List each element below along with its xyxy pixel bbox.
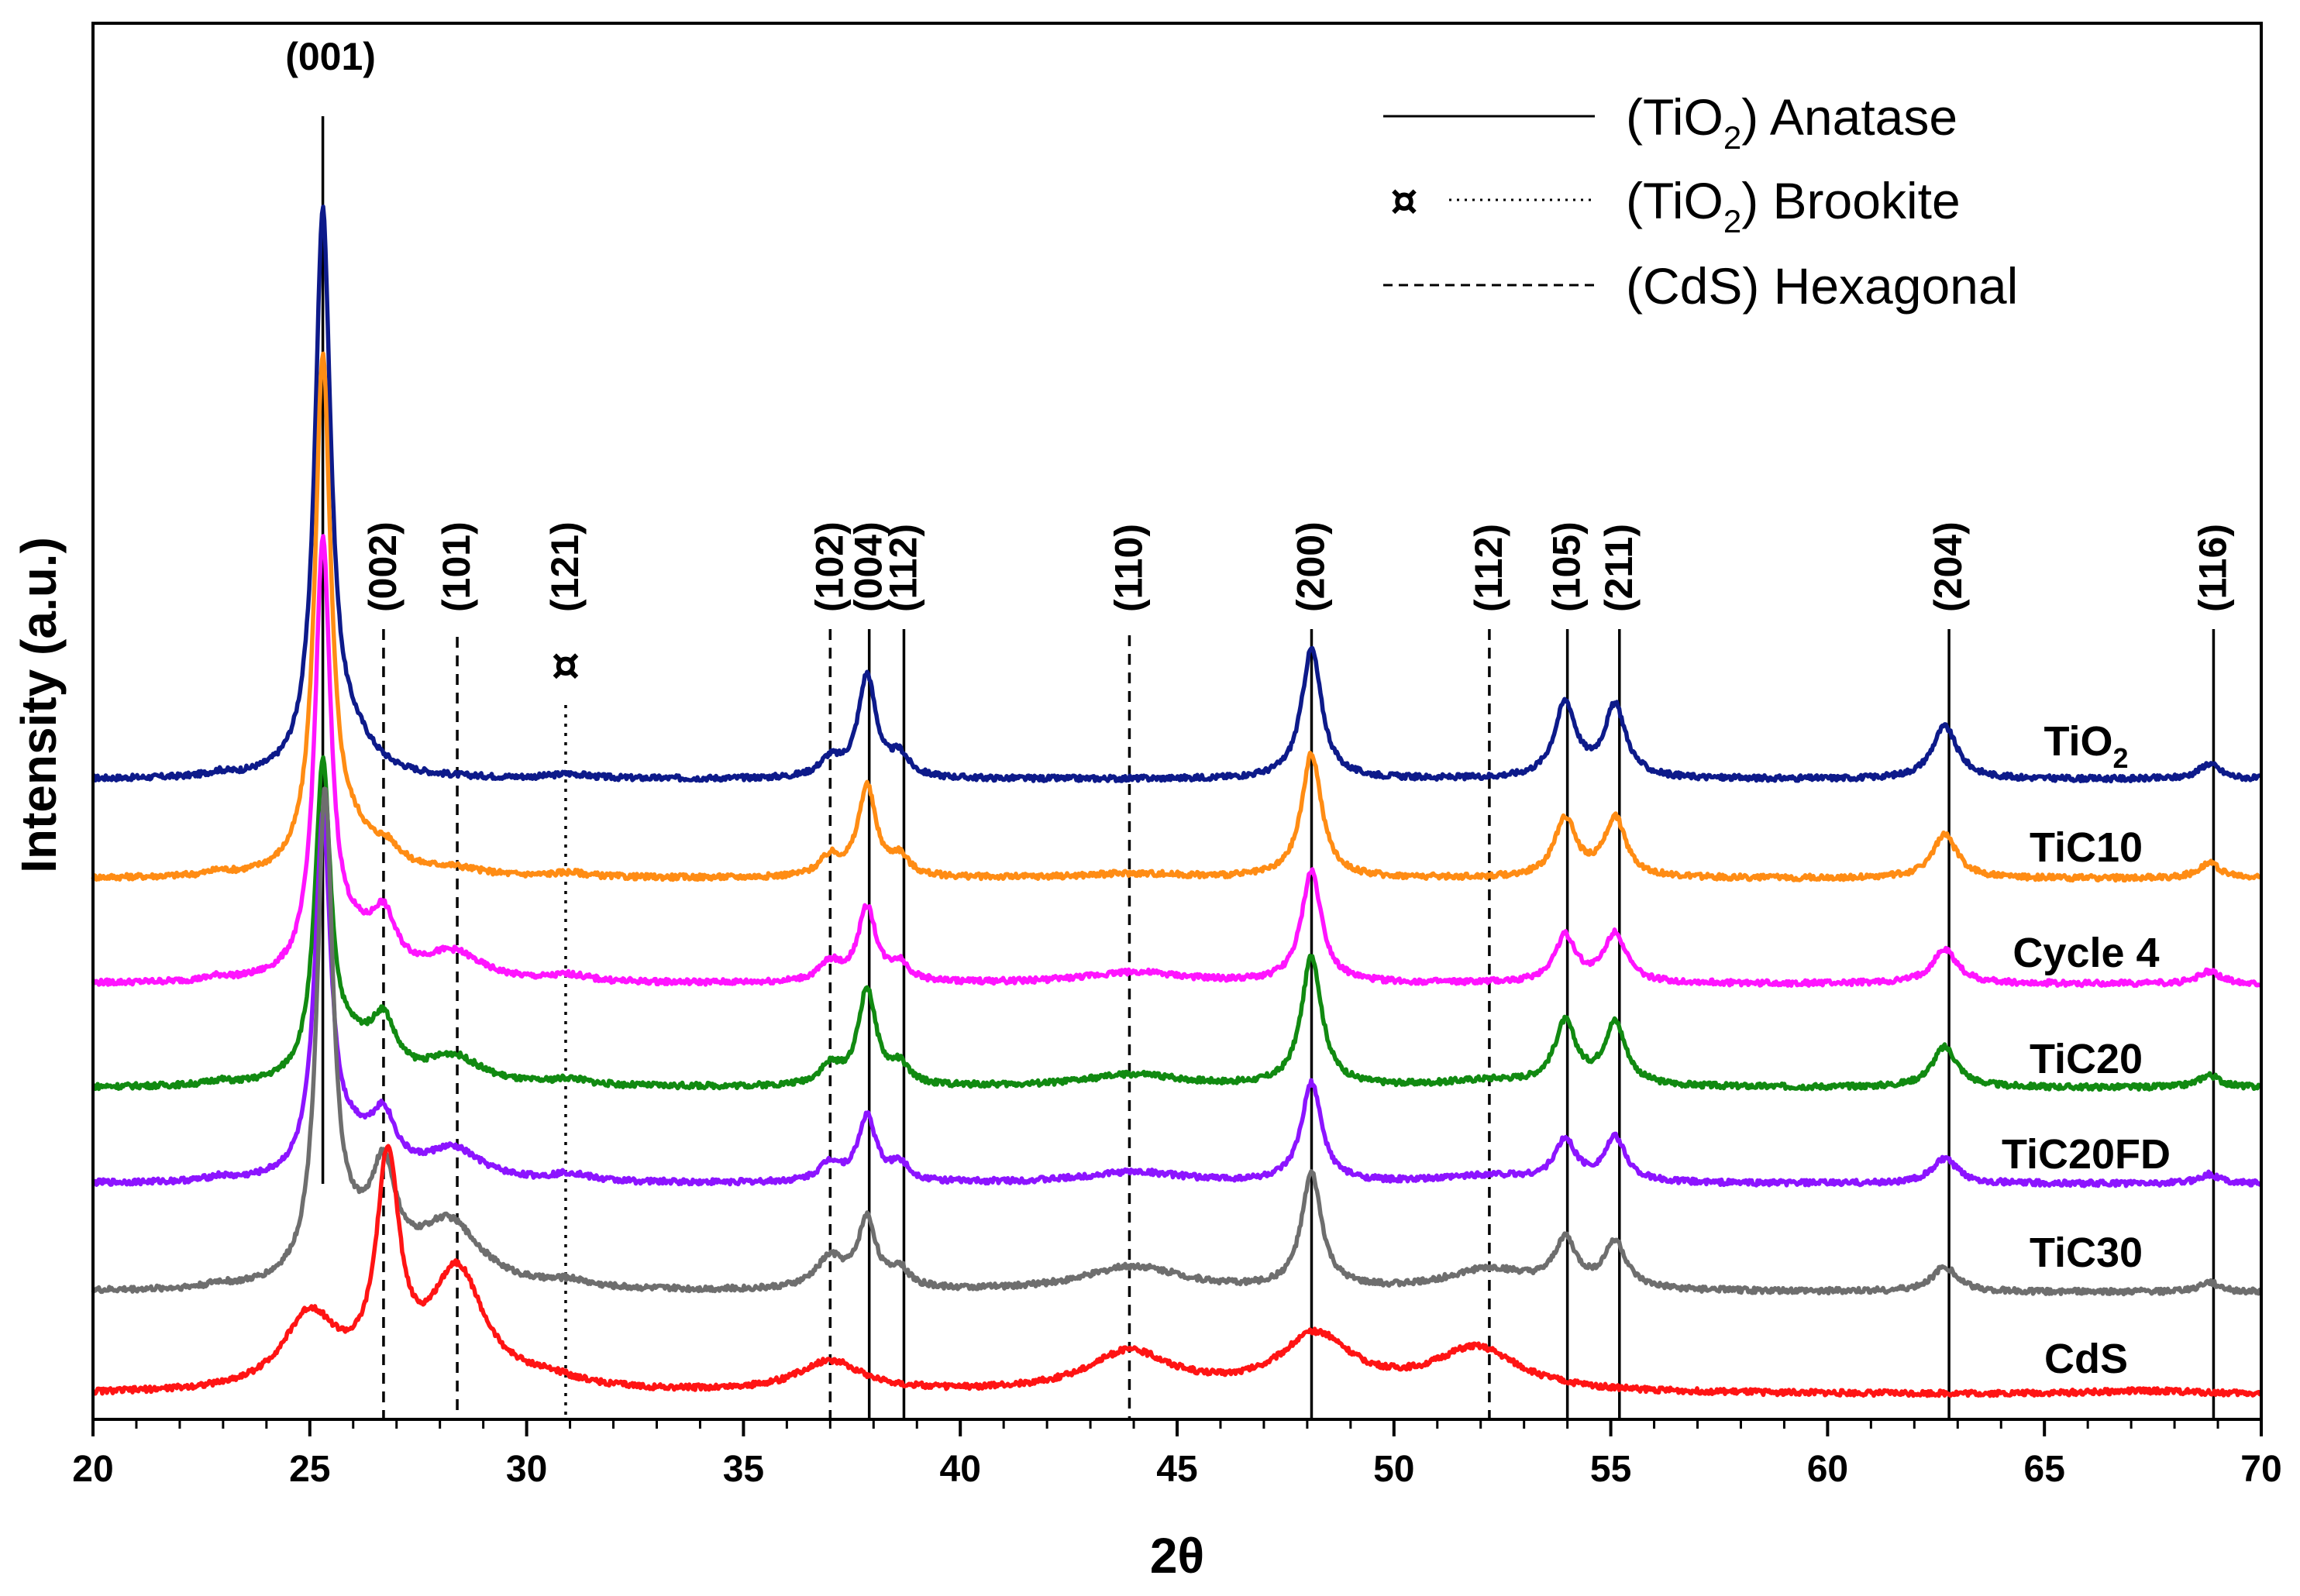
legend-text-prefix: (TiO xyxy=(1626,88,1723,146)
peak-label: (121) xyxy=(543,521,587,612)
series-label-main: TiC30 xyxy=(2030,1230,2143,1276)
legend-entry: (CdS) Hexagonal xyxy=(1626,257,2018,315)
series-label: TiC20 xyxy=(2030,1036,2143,1082)
series-label-sub: 2 xyxy=(2112,742,2128,774)
peak-label: (112) xyxy=(881,524,924,612)
series-line-tio2 xyxy=(91,205,2262,784)
peak-label: (110) xyxy=(1107,524,1150,612)
peak-label: (004) xyxy=(847,521,890,612)
y-axis-title: Intensity (a.u.) xyxy=(11,537,67,873)
peak-label: (105) xyxy=(1545,521,1589,612)
legend-text-suffix: ) Anatase xyxy=(1741,88,1957,146)
legend-text-sub: 2 xyxy=(1723,119,1741,156)
peak-label: (102) xyxy=(807,521,851,612)
x-tick-label: 35 xyxy=(723,1449,764,1490)
legend-entry: (TiO2) Brookite xyxy=(1626,172,1961,239)
x-tick-label: 45 xyxy=(1156,1449,1197,1490)
peak-label: (211) xyxy=(1597,524,1641,612)
peak-label: (112) xyxy=(1467,524,1510,612)
brookite-marker: ¤ xyxy=(552,638,580,691)
series-label: Cycle 4 xyxy=(2012,930,2159,976)
series-label-main: TiC20 xyxy=(2030,1036,2143,1082)
series-label: TiC20FD xyxy=(2002,1131,2171,1178)
peak-label: (116) xyxy=(2191,524,2234,612)
series-line-tic20fd xyxy=(91,807,2262,1188)
peak-label: (002) xyxy=(361,521,405,612)
series-label: TiC30 xyxy=(2030,1230,2143,1276)
peak-label: (001) xyxy=(285,35,376,78)
x-axis-title: 2θ xyxy=(1150,1528,1204,1584)
series-labels: TiO2 TiC10 Cycle 4 TiC20 TiC20FD TiC30 CdS xyxy=(2002,718,2171,1382)
x-tick-label: 50 xyxy=(1373,1449,1414,1490)
series-label-main: CdS xyxy=(2044,1336,2128,1382)
x-tick-label: 70 xyxy=(2240,1449,2281,1490)
x-tick-label: 55 xyxy=(1590,1449,1631,1490)
series-label: TiC10 xyxy=(2030,824,2143,871)
axes: 20 25 30 35 40 45 50 55 60 65 70 xyxy=(72,22,2282,1490)
legend-text-sub: 2 xyxy=(1723,203,1741,239)
legend-entry: (TiO2) Anatase xyxy=(1626,88,1957,156)
series-label: CdS xyxy=(2044,1336,2128,1382)
series-line-tic10 xyxy=(91,351,2262,883)
peak-label: (200) xyxy=(1289,521,1332,612)
legend: (TiO2) Anatase¤ (TiO2) Brookite(CdS) Hexa… xyxy=(1383,88,2018,315)
x-tick-label: 25 xyxy=(289,1449,330,1490)
x-tick-label: 40 xyxy=(940,1449,981,1490)
series-label-main: TiO xyxy=(2043,718,2112,765)
x-tick-label: 30 xyxy=(506,1449,547,1490)
x-tick-label: 65 xyxy=(2024,1449,2065,1490)
series-line-cds xyxy=(91,1144,2262,1398)
series-group xyxy=(91,205,2262,1398)
x-tick-label: 60 xyxy=(1807,1449,1848,1490)
peak-label: (204) xyxy=(1926,521,1970,612)
series-line-tic20 xyxy=(91,755,2262,1092)
legend-text-prefix: (CdS) Hexagonal xyxy=(1626,257,2018,315)
series-label-main: TiC20FD xyxy=(2002,1131,2171,1178)
legend-text-suffix: ) Brookite xyxy=(1741,172,1960,229)
x-tick-label: 20 xyxy=(72,1449,113,1490)
legend-marker: ¤ xyxy=(1390,176,1418,226)
reference-lines xyxy=(321,116,2216,1418)
series-label-main: Cycle 4 xyxy=(2012,930,2159,976)
series-label-main: TiC10 xyxy=(2030,824,2143,871)
legend-text-prefix: (TiO xyxy=(1626,172,1723,229)
series-line-tic30 xyxy=(91,786,2262,1297)
plot-frame xyxy=(91,22,2263,1421)
series-line-cycle-4 xyxy=(91,534,2262,989)
peak-label: (101) xyxy=(435,521,478,612)
series-label: TiO2 xyxy=(2043,718,2128,774)
peak-labels: (001)(002) (101) (121) (102)(004)(112) (110)… xyxy=(285,35,2234,691)
